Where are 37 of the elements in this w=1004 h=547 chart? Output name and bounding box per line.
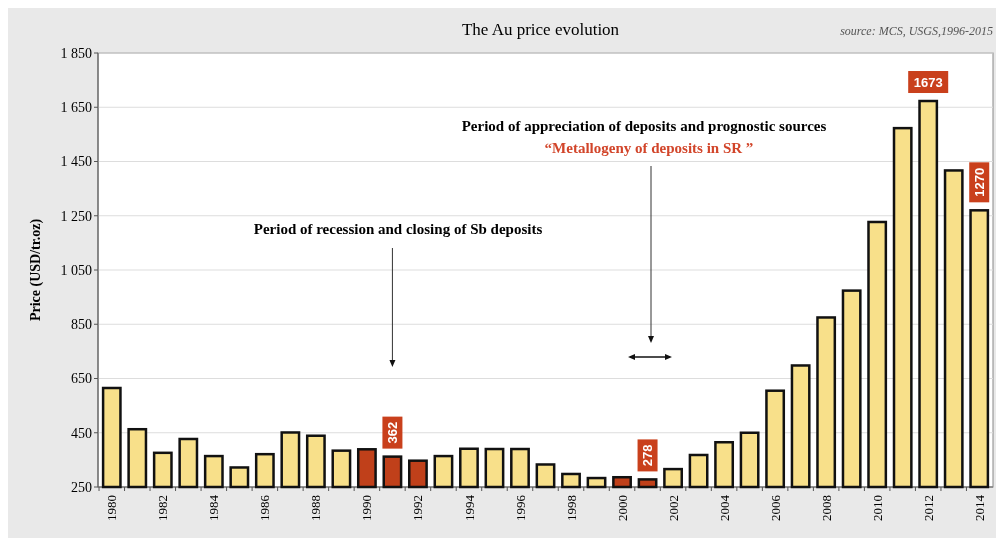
y-tick-label: 1 850 (60, 45, 92, 61)
x-tick-label: 2000 (614, 495, 630, 521)
x-tick-label: 2014 (971, 494, 987, 521)
y-tick-label: 1 250 (60, 208, 92, 224)
x-tick-label: 2012 (920, 495, 936, 521)
x-tick-label: 1992 (410, 495, 426, 521)
y-tick-label: 1 650 (60, 100, 92, 116)
x-tick-label: 2008 (818, 495, 834, 521)
source-note: source: MCS, USGS,1996-2015 (840, 24, 993, 38)
x-tick-label: 1984 (206, 494, 222, 521)
data-label: 278 (640, 444, 656, 467)
annotation: Period of appreciation of deposits and prognostic sources (461, 118, 827, 134)
x-tick-label: 1994 (461, 494, 477, 521)
x-tick-label: 2002 (665, 495, 681, 521)
y-axis-title: Price (USD/tr.oz) (28, 218, 44, 322)
y-tick-label: 650 (71, 371, 92, 387)
data-label: 1673 (913, 74, 943, 90)
y-tick-label: 1 450 (60, 154, 92, 170)
x-tick-label: 1996 (512, 494, 528, 521)
x-tick-label: 2010 (869, 495, 885, 521)
x-tick-label: 1986 (257, 494, 273, 521)
y-tick-label: 850 (71, 317, 92, 333)
annotation: Period of recession and closing of Sb deposits (253, 221, 543, 237)
data-label: 362 (384, 421, 400, 444)
chart-title: The Au price evolution (461, 20, 620, 39)
x-tick-label: 2004 (716, 494, 732, 521)
annotation: “Metallogeny of deposits in SR ” (544, 140, 754, 156)
x-tick-label: 1990 (359, 495, 375, 521)
x-tick-label: 2006 (767, 494, 783, 521)
y-tick-label: 1 050 (60, 262, 92, 278)
y-tick-label: 450 (71, 425, 92, 441)
x-tick-label: 1980 (104, 495, 120, 521)
x-tick-label: 1998 (563, 495, 579, 521)
y-tick-label: 250 (71, 479, 92, 495)
data-label: 1270 (971, 167, 987, 197)
x-tick-label: 1988 (308, 495, 324, 521)
x-tick-label: 1982 (155, 495, 171, 521)
